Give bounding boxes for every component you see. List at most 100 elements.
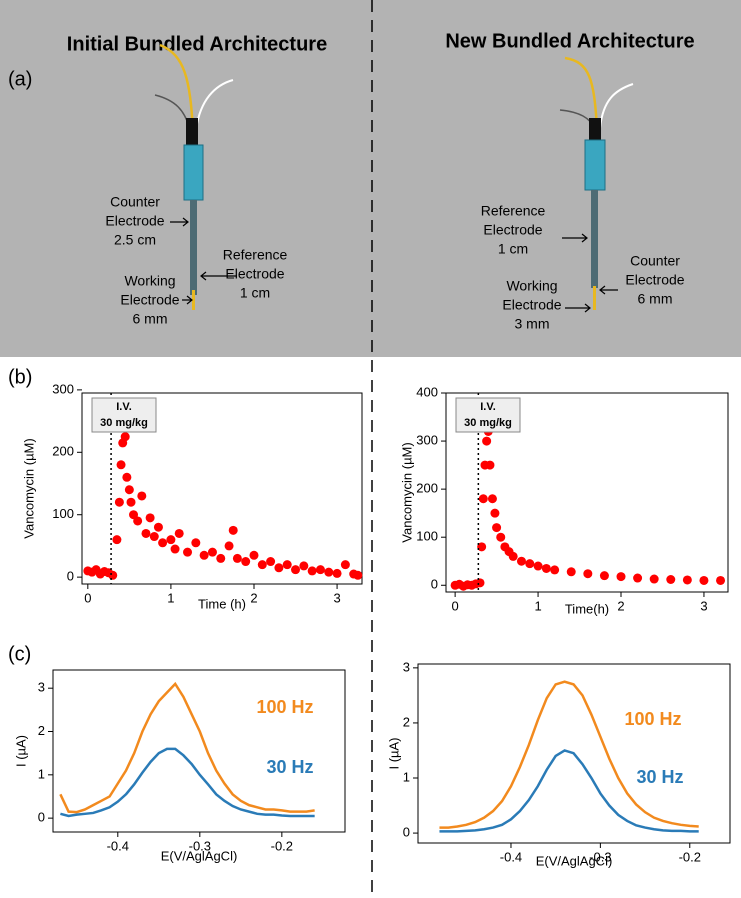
scatter-point [257,560,267,570]
probe-right [559,56,634,310]
annotation-text: I.V. [480,401,496,413]
x-axis-label: Time(h) [565,601,609,616]
y-tick-label: 100 [52,506,74,521]
y-axis-label: Vancomycin (µM) [21,438,36,538]
series-line [439,680,699,829]
x-tick-label: 3 [333,590,340,605]
x-tick-label: 1 [167,590,174,605]
x-tick-label: -0.3 [189,838,211,853]
electrode-label: Electrode [625,272,684,288]
y-tick-label: 100 [416,529,438,544]
y-tick-label: 2 [403,714,410,729]
series-label: 100 Hz [624,709,681,729]
scatter-point [666,575,676,585]
scatter-point [496,532,506,542]
scatter-point [241,557,251,567]
y-tick-label: 1 [38,766,45,781]
y-tick-label: 3 [403,659,410,674]
y-tick-label: 2 [38,723,45,738]
scatter-point [633,573,643,583]
y-tick-label: 0 [38,810,45,825]
panel-label: (a) [8,68,32,90]
scatter-point [475,578,485,588]
series-label: 30 Hz [636,767,683,787]
x-tick-label: -0.2 [679,849,701,864]
scatter-point [108,570,118,580]
electrode-label: Counter [110,194,160,210]
scatter-point [114,497,124,507]
scatter-point [616,572,626,582]
y-tick-label: 200 [52,444,74,459]
scatter-point [174,528,184,538]
scatter-point [566,567,576,577]
plot-frame [52,669,346,833]
y-tick-label: 200 [416,481,438,496]
annotation-box [91,397,157,433]
x-axis-label: E(V/AglAgCl) [536,853,613,868]
x-tick-label: -0.4 [500,849,522,864]
scatter-point [158,538,168,548]
y-tick-label: 300 [52,381,74,396]
series-line [439,749,699,833]
electrode-label: Electrode [105,213,164,229]
x-axis-label: Time (h) [198,596,246,611]
y-axis-label: Vancomycin (µM) [399,442,414,542]
scatter-point [699,575,709,585]
y-tick-label: 0 [431,577,438,592]
scatter-point [116,460,126,470]
scatter-point [137,491,147,501]
electrode-label: 3 mm [515,316,550,332]
scatter-point [149,532,159,542]
electrode-label: Reference [481,203,546,219]
scatter-point [291,565,301,575]
scatter-point [516,556,526,566]
x-tick-label: 0 [84,590,91,605]
probe-left [154,43,234,310]
scatter-point [126,497,136,507]
scatter-point [340,560,350,570]
scatter-point [207,547,217,557]
series-label: 100 Hz [256,697,313,717]
y-tick-label: 3 [38,680,45,695]
scatter-point [353,570,363,580]
scatter-point [487,494,497,504]
electrode-label: Reference [223,247,288,263]
series-label: 30 Hz [266,757,313,777]
scatter-point [508,551,518,561]
scatter-point [525,559,535,569]
scatter-point [682,575,692,585]
scatter-point [224,541,234,551]
electrode-label: Electrode [483,222,542,238]
scatter-point [490,508,500,518]
diagram-title: Initial Bundled Architecture [67,33,327,55]
y-tick-label: 1 [403,769,410,784]
scatter-point [120,432,130,442]
scatter-point [332,568,342,578]
scatter-point [299,561,309,571]
scatter-point [112,535,122,545]
arrows [170,217,618,313]
scatter-point [477,542,487,552]
scatter-point [191,538,201,548]
x-tick-label: 1 [534,598,541,613]
scatter-point [482,436,492,446]
x-tick-label: 3 [700,598,707,613]
y-tick-label: 0 [67,569,74,584]
scatter-point [232,553,242,563]
scatter-point [199,550,209,560]
electrode-label: 1 cm [498,241,528,257]
annotation-box [455,397,521,433]
panel-label: (c) [8,643,31,665]
scatter-point [166,535,176,545]
y-axis-label: I (µA) [13,735,28,767]
scatter-point [716,575,726,585]
scatter-point [122,472,132,482]
scatter-point [485,460,495,470]
scatter-point [478,494,488,504]
scatter-point [583,569,593,579]
scatter-point [324,567,334,577]
electrode-label: 2.5 cm [114,232,156,248]
scatter-point [228,525,238,535]
electrode-label: 6 mm [638,291,673,307]
annotation-text: 30 mg/kg [464,417,512,429]
